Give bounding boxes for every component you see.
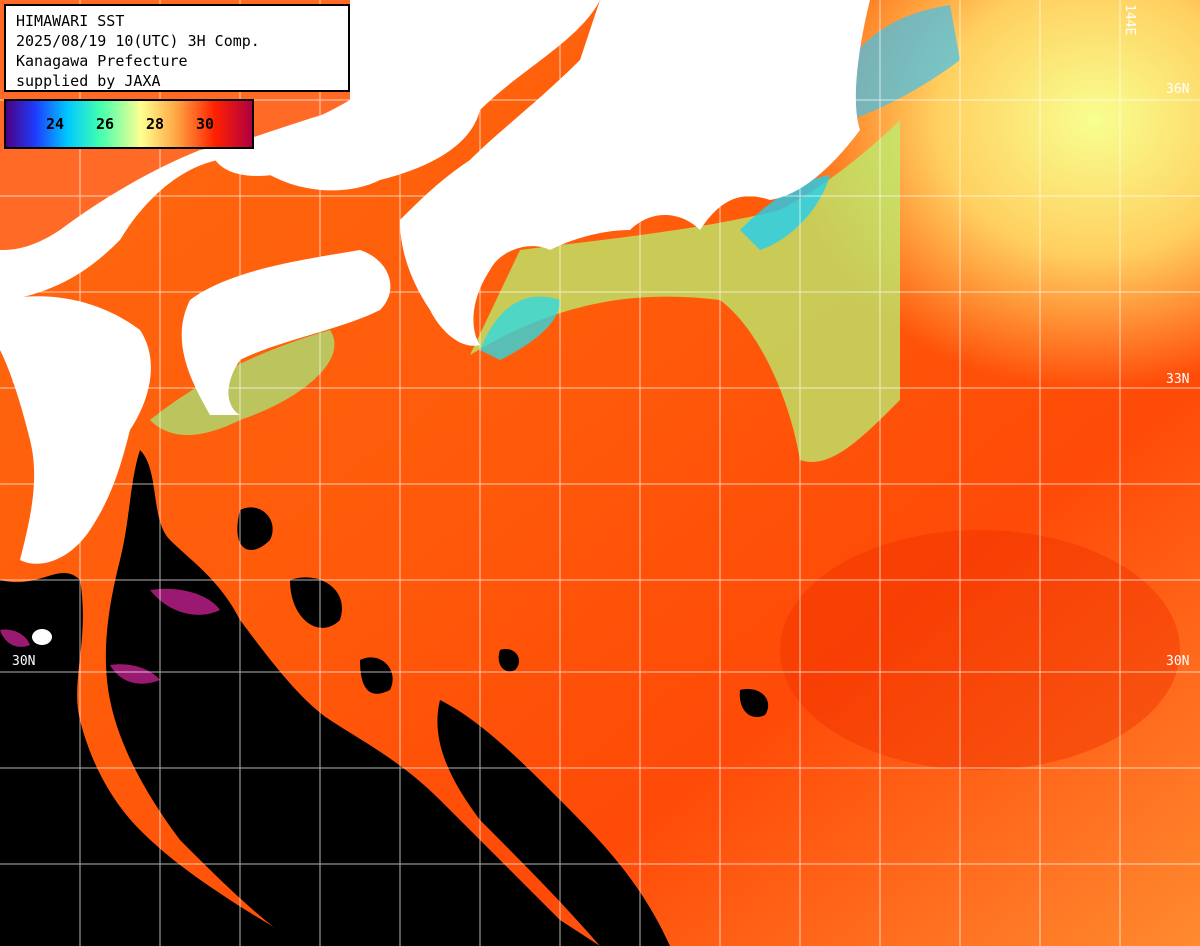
product-title: HIMAWARI SST	[16, 12, 125, 30]
warm-patch-magenta-2	[110, 664, 160, 684]
honshu-land-east	[400, 0, 870, 346]
shikoku-land	[181, 250, 391, 415]
organization-text: Kanagawa Prefecture	[16, 52, 188, 70]
info-panel: HIMAWARI SST 2025/08/19 10(UTC) 3H Comp.…	[4, 4, 350, 92]
lat-label-33n-right: 33N	[1166, 372, 1190, 387]
kyushu-land	[0, 296, 151, 564]
lon-label-144e: 144E	[1122, 4, 1137, 36]
northwest-land-white	[210, 80, 470, 176]
coastal-green-west	[150, 330, 335, 435]
legend-tick-28: 28	[146, 115, 165, 133]
no-data-patch-3	[360, 657, 393, 694]
timestamp-text: 2025/08/19 10(UTC) 3H Comp.	[16, 32, 260, 50]
coastal-cyan-patch-2	[740, 175, 830, 250]
no-data-south	[105, 450, 601, 946]
no-data-southcenter	[437, 700, 670, 946]
warm-patch-magenta-3	[0, 629, 30, 647]
lat-label-36n-right: 36N	[1166, 82, 1190, 97]
lat-label-30n-right: 30N	[1166, 654, 1190, 669]
legend-tick-26: 26	[96, 115, 115, 133]
legend-tick-30: 30	[196, 115, 215, 133]
lon-label-136e: 136E	[482, 4, 497, 36]
coastal-cyan-patch	[480, 296, 560, 360]
no-data-patch-2	[290, 577, 342, 628]
credit-text: supplied by JAXA	[16, 72, 161, 90]
no-data-southwest	[0, 572, 300, 946]
no-data-patch-4	[739, 689, 769, 718]
lat-label-30n-left: 30N	[12, 654, 36, 669]
island-spot	[32, 629, 52, 645]
no-data-patch-5	[498, 649, 520, 672]
lat-label-33n-left: 33N	[12, 372, 36, 387]
legend-colorbar	[6, 101, 252, 147]
color-legend: 24 26 28 30	[4, 99, 254, 149]
coastal-blue-patch	[850, 5, 960, 120]
legend-tick-24: 24	[46, 115, 65, 133]
warm-patch-magenta-1	[150, 588, 220, 615]
no-data-patch-1	[237, 507, 273, 550]
